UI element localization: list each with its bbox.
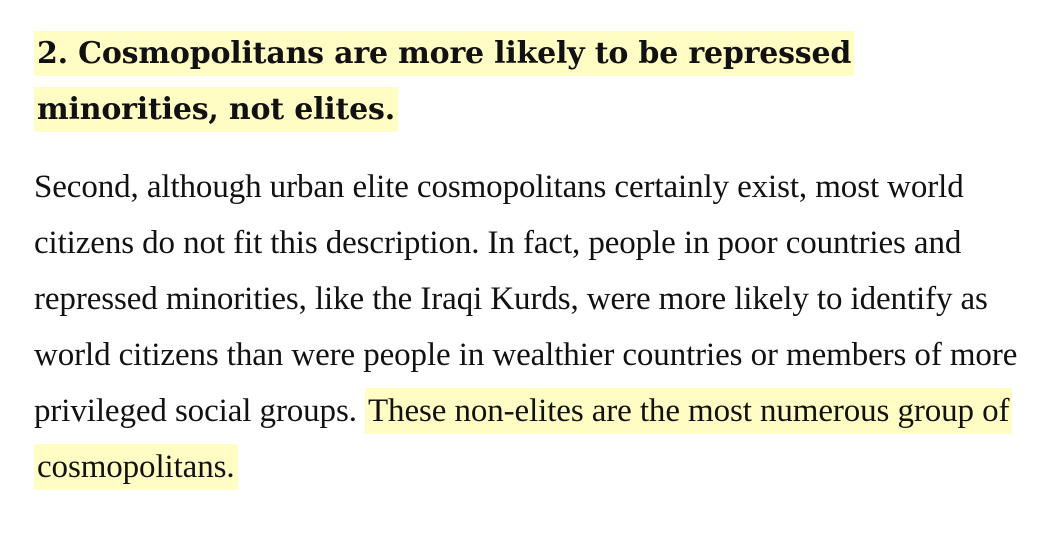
article-excerpt: 2. Cosmopolitans are more likely to be r… (34, 26, 1034, 495)
paragraph-text: Second, although urban elite cosmopolita… (34, 169, 1018, 429)
section-heading: 2. Cosmopolitans are more likely to be r… (34, 26, 1034, 138)
body-paragraph: Second, although urban elite cosmopolita… (34, 159, 1034, 495)
heading-highlight: 2. Cosmopolitans are more likely to be r… (34, 31, 855, 132)
